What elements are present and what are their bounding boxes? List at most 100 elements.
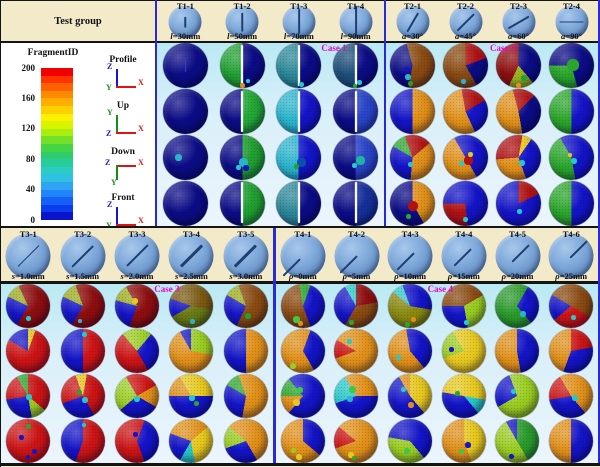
view-label: Profile [109,55,137,65]
test-name: T4-1 [294,229,312,239]
result-sphere [162,43,208,89]
fragment-spot [31,448,37,454]
divider [273,228,276,463]
fragment-spot [401,387,407,393]
fragment-spot [403,66,409,72]
test-param: l=30mm [157,31,214,41]
sphere-row [1,418,273,463]
fragment-spot [355,156,365,166]
param-variable: s [120,271,124,281]
crack-line-icon [456,12,475,31]
fragment-spot [454,391,460,397]
sphere-row [1,284,273,329]
header-cell: T4-5 ρ=20mm [491,229,545,281]
crack-line-icon [569,240,588,259]
param-variable: s [11,271,16,281]
colorbar-band [41,159,73,167]
param-value: =10mm [398,271,427,281]
axis-line-horizontal [116,132,136,134]
test-param: ρ=0mm [276,271,330,281]
param-value: =60° [512,31,529,41]
colorbar-band [41,128,73,137]
axis-triad-icon: Y X Z [100,108,150,138]
divider [155,0,157,226]
result-sphere [496,89,541,135]
param-value: =20mm [505,271,534,281]
axis-letter: Y [107,108,113,117]
result-sphere [114,284,159,329]
fragment-spot [26,394,33,401]
test-group-label: Test group [54,15,102,27]
result-sphere [114,329,159,374]
header-cell: T3-2 s=1.5mm [55,229,109,281]
result-sphere [60,373,105,418]
fragment-spot [81,331,87,337]
fragment-spot [567,58,579,71]
param-value: =45° [459,31,476,41]
sphere-row [276,284,598,329]
header-cell: T1-1 l=30mm [157,1,214,41]
divider [0,41,600,43]
result-sphere [549,89,594,135]
result-sphere [390,134,435,180]
result-sphere [280,329,325,374]
sphere-row [386,180,598,226]
crack-icon [241,45,244,87]
param-variable: ρ [394,271,399,281]
result-sphere [6,329,51,374]
crack-line-icon [71,244,94,268]
result-sphere [441,418,486,463]
fragment-spot [405,73,412,80]
test-name: T1-3 [290,1,308,11]
crack-line-icon [406,11,419,32]
test-param: l=90mm [327,31,384,41]
test-sphere-icon [114,233,160,279]
divider [0,0,1,467]
result-sphere [276,89,322,135]
result-sphere [549,43,594,89]
sphere-row [386,43,598,89]
axis-line-vertical [116,69,118,86]
colorbar-band [41,181,73,190]
fragment-spot [245,79,250,84]
fragment-spot [516,209,522,215]
crack-line-icon [17,245,40,267]
result-sphere [334,373,379,418]
sphere-row [157,180,384,226]
axis-letter: Y [106,222,112,230]
param-variable: s [66,271,70,281]
test-name: T1-1 [176,1,194,11]
fragment-spot [404,322,410,328]
case-label: Case 1 [321,43,347,53]
result-sphere [443,180,488,226]
fragment-spot [193,401,199,407]
param-variable: l [340,31,344,41]
divider [0,463,600,466]
test-param: ρ=25mm [544,271,598,281]
divider [0,281,600,284]
param-value: =30° [406,31,423,41]
param-value: =15mm [452,271,480,281]
test-param: ρ=15mm [437,271,491,281]
result-sphere [495,284,540,329]
result-sphere [60,418,105,463]
test-sphere-icon [168,233,214,279]
crack-icon [297,90,301,132]
view-orientation-key: ProfileZXYUpYXZDownXYZFrontZXY [95,43,153,230]
axis-line-vertical [116,207,118,224]
fragment-spot [520,310,527,317]
fragment-spot [403,447,410,454]
result-sphere [169,329,214,374]
sphere-row [1,329,273,374]
header-cell: T1-3 l=70mm [271,1,328,41]
divider [0,0,600,1]
result-sphere [549,329,594,374]
fragment-spot [346,395,353,402]
param-variable: a [561,31,566,41]
fragment-spot [238,158,248,168]
param-value: =70mm [286,31,314,41]
test-name: T3-2 [74,229,92,239]
colorbar-band [41,83,73,91]
test-name: T2-1 [404,1,421,11]
test-param: ρ=20mm [491,271,545,281]
